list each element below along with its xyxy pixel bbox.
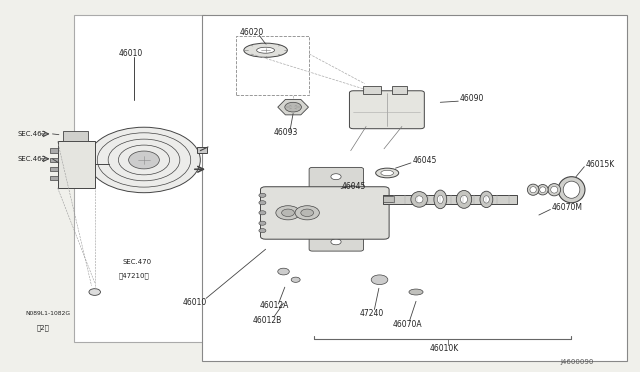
Circle shape bbox=[259, 201, 266, 205]
Bar bbox=[383, 195, 517, 204]
Ellipse shape bbox=[338, 185, 360, 193]
Bar bbox=[50, 176, 58, 180]
Text: 46045: 46045 bbox=[342, 182, 366, 191]
Bar bbox=[202, 15, 627, 361]
Ellipse shape bbox=[257, 47, 275, 53]
Text: 46015K: 46015K bbox=[586, 160, 615, 169]
Text: SEC.462: SEC.462 bbox=[18, 156, 47, 162]
FancyBboxPatch shape bbox=[260, 187, 389, 239]
Circle shape bbox=[371, 275, 388, 285]
Circle shape bbox=[295, 206, 319, 220]
Circle shape bbox=[331, 239, 341, 245]
Circle shape bbox=[259, 211, 266, 215]
Text: 46070A: 46070A bbox=[392, 320, 422, 329]
Circle shape bbox=[291, 277, 300, 282]
Text: 46070M: 46070M bbox=[552, 203, 582, 212]
Ellipse shape bbox=[461, 195, 467, 203]
FancyBboxPatch shape bbox=[309, 167, 364, 251]
Bar bbox=[50, 167, 58, 171]
Text: SEC.470: SEC.470 bbox=[123, 259, 152, 265]
Ellipse shape bbox=[563, 181, 580, 198]
Text: 46010: 46010 bbox=[182, 298, 207, 307]
FancyBboxPatch shape bbox=[349, 91, 424, 129]
Text: N089L1-1082G: N089L1-1082G bbox=[26, 311, 70, 316]
Text: （2）: （2） bbox=[37, 325, 50, 331]
Bar bbox=[383, 196, 394, 202]
Polygon shape bbox=[278, 99, 308, 115]
Bar bbox=[363, 86, 381, 94]
Circle shape bbox=[259, 221, 266, 225]
Text: 46010K: 46010K bbox=[430, 344, 460, 353]
Ellipse shape bbox=[538, 185, 548, 195]
Ellipse shape bbox=[550, 186, 558, 193]
Ellipse shape bbox=[548, 184, 561, 196]
Ellipse shape bbox=[381, 170, 394, 176]
Ellipse shape bbox=[415, 196, 423, 203]
Circle shape bbox=[129, 151, 159, 169]
Ellipse shape bbox=[540, 187, 546, 193]
Circle shape bbox=[331, 174, 341, 180]
Circle shape bbox=[89, 289, 100, 295]
Text: 46012A: 46012A bbox=[259, 301, 289, 310]
Ellipse shape bbox=[434, 190, 447, 209]
Ellipse shape bbox=[438, 195, 443, 203]
Circle shape bbox=[285, 102, 301, 112]
Bar bbox=[63, 131, 88, 141]
Ellipse shape bbox=[409, 289, 423, 295]
Ellipse shape bbox=[456, 190, 472, 208]
Circle shape bbox=[278, 268, 289, 275]
Circle shape bbox=[282, 209, 294, 217]
Text: 46010: 46010 bbox=[118, 49, 143, 58]
Text: 46012B: 46012B bbox=[252, 316, 282, 325]
Bar bbox=[50, 158, 58, 162]
Ellipse shape bbox=[244, 43, 287, 57]
Text: 47240: 47240 bbox=[360, 309, 384, 318]
Circle shape bbox=[259, 193, 266, 197]
Text: J4600090: J4600090 bbox=[560, 359, 593, 365]
Text: SEC.462: SEC.462 bbox=[18, 131, 47, 137]
Ellipse shape bbox=[376, 168, 399, 178]
Ellipse shape bbox=[484, 196, 489, 203]
Bar bbox=[197, 147, 207, 153]
Circle shape bbox=[276, 206, 300, 220]
Bar bbox=[236, 36, 309, 95]
Text: 46093: 46093 bbox=[274, 128, 298, 137]
Ellipse shape bbox=[558, 177, 585, 203]
Text: 46045: 46045 bbox=[412, 156, 436, 165]
Bar bbox=[58, 141, 95, 188]
Text: 46090: 46090 bbox=[460, 94, 484, 103]
Ellipse shape bbox=[530, 187, 536, 193]
Ellipse shape bbox=[480, 191, 493, 208]
Circle shape bbox=[88, 127, 200, 193]
Bar bbox=[74, 15, 205, 342]
Ellipse shape bbox=[343, 186, 355, 192]
Bar bbox=[50, 148, 58, 153]
Text: （47210）: （47210） bbox=[119, 273, 150, 279]
Ellipse shape bbox=[411, 192, 428, 207]
Ellipse shape bbox=[527, 184, 539, 195]
Bar bbox=[392, 86, 407, 94]
Circle shape bbox=[259, 228, 266, 233]
Text: 46020: 46020 bbox=[240, 28, 264, 37]
Circle shape bbox=[301, 209, 314, 217]
